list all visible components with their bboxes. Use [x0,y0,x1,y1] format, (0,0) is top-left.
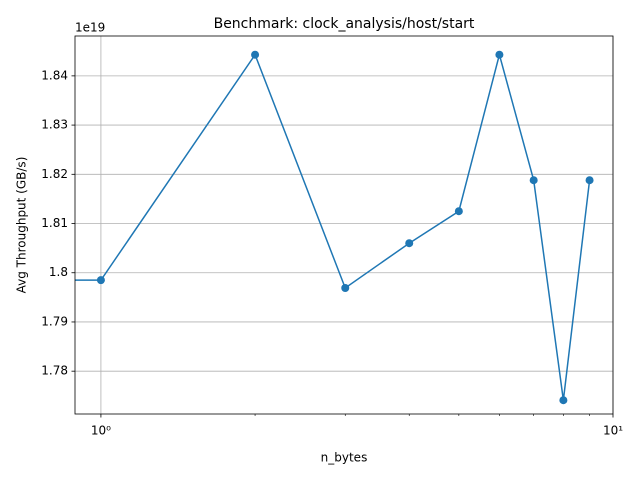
y-tick-label: 1.8 [49,265,68,279]
data-point [529,176,538,185]
data-point [251,50,260,59]
data-point [585,176,594,185]
y-tick-label: 1.84 [41,68,68,82]
y-tick-label: 1.83 [41,118,68,132]
y-tick-label: 1.78 [41,364,68,378]
x-tick-label: 10⁰ [91,424,111,438]
data-point [341,284,350,292]
chart-title: Benchmark: clock_analysis/host/start [214,16,475,32]
y-tick-label: 1.79 [41,314,68,328]
data-line [75,51,591,401]
x-axis-label: n_bytes [321,451,368,465]
data-point [405,239,414,248]
data-point [495,50,504,59]
y-offset-label: 1e19 [75,21,105,35]
data-point [454,207,463,216]
y-tick-label: 1.82 [41,167,68,181]
y-tick-label: 1.81 [41,216,68,230]
x-tick-label: 10¹ [603,424,623,438]
y-axis-label: Avg Throughput (GB/s) [15,157,29,294]
data-point [96,276,105,285]
axes-frame [74,35,614,415]
data-point [559,396,568,405]
